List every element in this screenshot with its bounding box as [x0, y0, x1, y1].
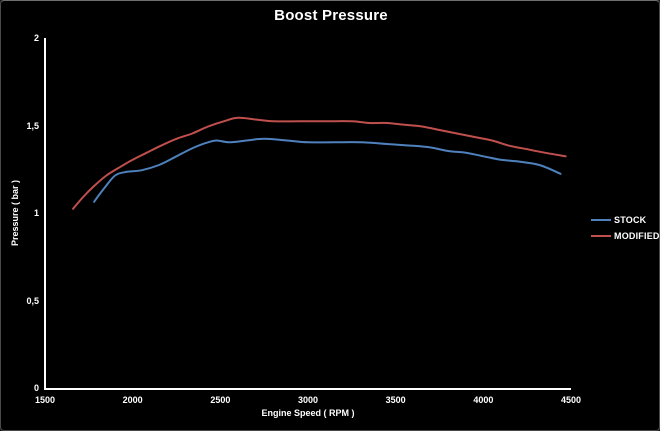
x-tick-label: 4000 — [473, 395, 494, 405]
y-tick-label: 1 — [33, 208, 39, 218]
x-tick-label: 3000 — [297, 395, 319, 405]
chart-title: Boost Pressure — [274, 7, 388, 24]
x-tick-label: 2500 — [210, 395, 231, 405]
x-tick-label: 1500 — [34, 395, 56, 405]
legend-item-modified: MODIFIED — [591, 230, 660, 241]
modified-line-swatch — [591, 234, 611, 237]
x-axis-title: Engine Speed ( RPM ) — [261, 408, 355, 418]
legend-label-modified: MODIFIED — [614, 230, 660, 241]
y-tick-label: 0 — [33, 383, 39, 393]
legend-item-stock: STOCK — [591, 214, 659, 225]
y-tick-label: 2 — [33, 33, 39, 43]
y-tick-label: 0,5 — [26, 295, 39, 306]
series-line-modified — [72, 116, 567, 210]
series-line-stock — [93, 137, 562, 203]
legend-label-stock: STOCK — [614, 214, 647, 225]
chart-legend: STOCK MODIFIED — [591, 214, 660, 241]
y-tick-label: 1,5 — [26, 120, 39, 131]
y-axis-title: Pressure ( bar ) — [10, 179, 20, 247]
x-tick-label: 3500 — [385, 395, 406, 405]
stock-line-swatch — [591, 218, 611, 221]
x-tick-label: 4500 — [560, 395, 582, 405]
x-tick-label: 2000 — [122, 395, 143, 405]
